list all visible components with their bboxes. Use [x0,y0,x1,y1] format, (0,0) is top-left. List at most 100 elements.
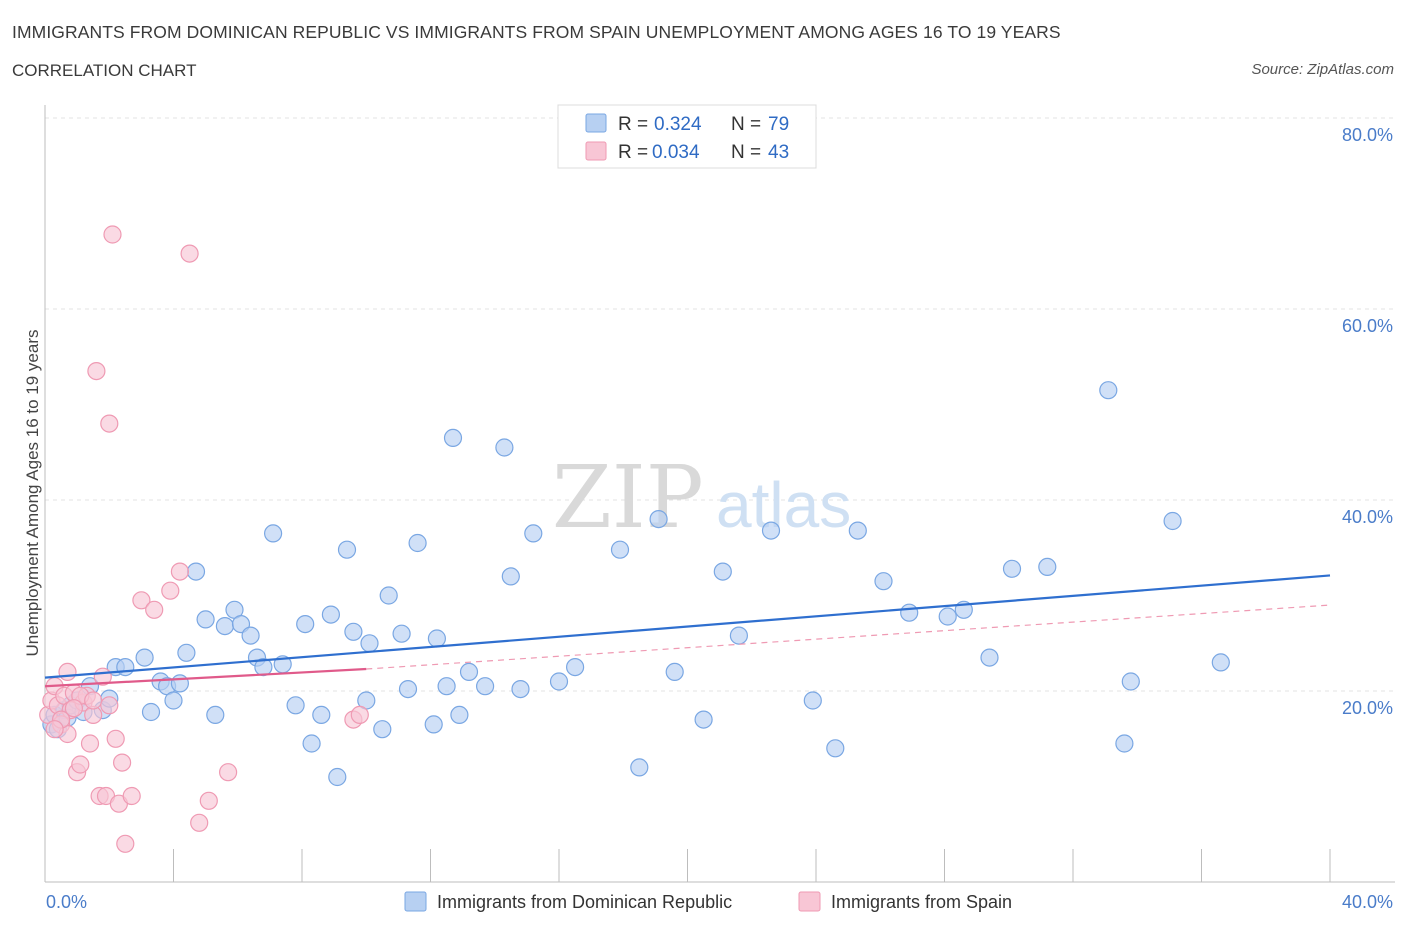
dominican-point-62 [649,509,668,529]
dominican-point-42 [373,720,392,739]
spain-point-33 [199,791,218,810]
trend-line-spain-extended [366,604,1331,670]
bottom-legend-label-dominican: Immigrants from Dominican Republic [437,892,732,912]
spain-point-7 [58,662,77,682]
spain-point-36 [350,705,369,725]
dominican-point-30 [264,524,283,543]
dominican-point-22 [196,610,215,629]
dominican-point-49 [437,677,456,696]
watermark-atlas: atlas [716,469,851,541]
dominican-point-61 [630,758,649,777]
legend-swatch-spain [585,141,607,161]
y-axis-title: Unemployment Among Ages 16 to 19 years [23,330,42,657]
legend-n-value-dominican: 79 [768,114,789,135]
series-legend: Immigrants from Dominican Republic Immig… [404,891,1012,912]
spain-point-42 [100,696,119,715]
dominican-point-54 [495,438,514,457]
legend-n-value-spain: 43 [768,142,789,163]
y-tick-label-80: 80.0% [1342,125,1393,145]
dominican-point-41 [360,634,379,653]
dominican-point-77 [1038,557,1057,577]
y-tick-label-40: 40.0% [1342,507,1393,527]
dominican-point-21 [186,562,206,581]
spain-point-34 [219,763,238,782]
dominican-point-51 [450,705,469,725]
dominican-point-80 [1121,672,1140,691]
source-credit: Source: ZipAtlas.com [1251,61,1394,78]
legend-n-label-dominican: N = [731,114,761,135]
dominican-point-69 [826,739,845,758]
axes [44,105,1395,883]
dominican-point-71 [874,572,893,591]
dominican-point-34 [302,734,321,753]
dominican-point-24 [215,616,234,636]
spain-point-40 [64,699,84,718]
legend-r-value-dominican: 0.324 [654,114,702,135]
spain-point-27 [132,591,151,610]
spain-point-20 [100,414,119,433]
dominican-point-45 [398,679,418,699]
dominican-point-27 [241,626,260,645]
legend-n-label-spain: N = [731,142,761,163]
gridlines [45,117,1395,692]
spain-point-24 [112,753,132,772]
dominican-point-73 [938,607,957,626]
dominican-point-67 [761,521,781,540]
dominican-point-72 [900,603,919,622]
dominican-point-60 [610,540,630,559]
legend-r-label-spain: R = [618,142,648,163]
spain-point-14 [80,734,100,753]
dominican-point-38 [337,540,357,559]
spain-point-26 [122,786,141,806]
spain-point-11 [71,755,90,774]
spain-point-41 [84,691,103,710]
y-tick-label-20: 20.0% [1342,698,1393,718]
dominican-point-35 [312,705,331,725]
dominican-point-82 [1211,653,1230,672]
spain-point-25 [116,834,135,853]
dominican-point-76 [1002,559,1022,578]
trend-lines [44,574,1331,688]
dominican-point-37 [328,767,347,787]
dominican-point-59 [565,657,585,677]
dominican-point-63 [665,662,684,682]
dominican-point-52 [459,662,479,682]
spain-point-31 [180,244,199,263]
dominican-point-55 [501,567,520,586]
dominican-point-65 [713,562,732,581]
chart-subtitle: CORRELATION CHART [12,61,197,80]
dominican-point-19 [170,674,189,693]
dominican-point-44 [392,624,411,643]
spain-point-28 [145,600,164,619]
x-tick-label-min: 0.0% [46,892,87,912]
dominican-point-32 [286,696,305,715]
trend-line-spain [44,667,367,688]
dominican-point-20 [177,643,196,662]
dominican-point-81 [1163,511,1182,531]
spain-point-22 [106,729,125,748]
dominican-point-39 [344,622,363,641]
dominican-point-47 [424,715,443,734]
y-tick-labels: 20.0% 40.0% 60.0% 80.0% [1342,125,1393,718]
series-spain-points [39,225,369,853]
legend-swatch-dominican [585,113,607,133]
watermark-zip: ZIP [552,448,704,548]
dominican-point-66 [729,626,749,645]
dominican-point-53 [476,677,495,696]
x-tick-label-max: 40.0% [1342,892,1393,912]
dominican-point-56 [511,679,530,699]
spain-point-39 [45,720,64,739]
bottom-legend-label-spain: Immigrants from Spain [831,892,1012,912]
chart-title: IMMIGRANTS FROM DOMINICAN REPUBLIC VS IM… [12,22,1061,42]
spain-point-16 [87,362,106,381]
dominican-point-58 [549,672,569,691]
legend-r-label-dominican: R = [618,114,648,135]
dominican-point-43 [379,586,398,605]
spain-point-30 [170,562,189,581]
dominican-point-36 [321,605,340,624]
x-tick-labels: 0.0% 40.0% [46,892,1393,912]
dominican-point-15 [141,702,161,722]
spain-point-21 [103,225,122,244]
dominican-point-64 [694,710,713,729]
